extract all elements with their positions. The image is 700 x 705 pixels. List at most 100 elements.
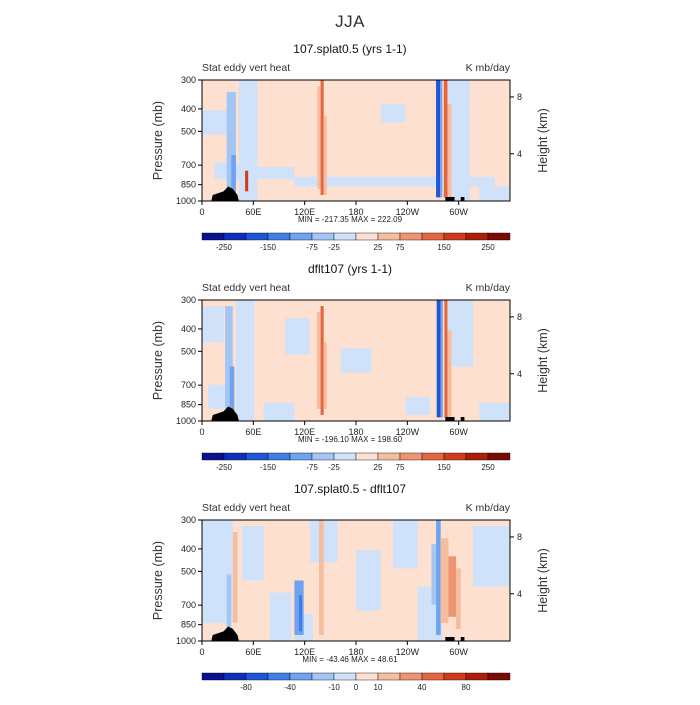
colorbar-box [245,452,269,461]
colorbar-label: -250 [216,243,233,252]
colorbar-box [201,452,225,461]
x-tick-label: 60W [449,207,468,217]
field-patch [444,300,448,418]
field-patch [443,80,448,198]
colorbar-box [377,232,401,241]
colorbar-label: 25 [374,243,383,252]
chart-svg: 107.splat0.5 - dflt107 Stat eddy vert hea… [151,482,550,692]
colorbar-label: -25 [328,243,340,252]
field-patch [447,104,452,198]
field-patch [235,300,255,421]
field-patch [269,592,292,641]
plot-area [202,520,510,641]
field-patch [456,568,461,629]
colorbar [201,232,511,241]
field-patch [320,80,324,195]
colorbar-box [399,672,423,681]
colorbar-label: 150 [437,243,451,252]
field-patch [440,538,449,623]
topography-mask [460,197,465,201]
x-tick-label: 0 [199,207,204,217]
field-patch [392,520,418,569]
colorbar-box [289,232,313,241]
colorbar-label: 250 [481,463,495,472]
y-tick-label: 300 [181,75,196,85]
field-patch [356,550,381,611]
colorbar-label: 250 [481,243,495,252]
colorbar-label: -150 [260,243,277,252]
colorbar-box [443,672,467,681]
variable-label: Stat eddy vert heat [202,62,290,74]
y-tick-label: 700 [181,160,196,170]
field-patch [440,300,443,418]
y-right-tick-label: 4 [517,369,522,379]
colorbar-box [421,452,445,461]
min-max-stats: MIN = -217.35 MAX = 222.09 [298,215,403,224]
colorbar-box [421,672,445,681]
colorbar-label: -25 [328,463,340,472]
field-patch [202,306,224,343]
field-patch [436,80,441,198]
y-right-axis-label: Height (km) [536,548,550,613]
y-tick-label: 400 [181,544,196,554]
topography-mask [460,417,465,421]
y-axis-label: Pressure (mb) [151,101,165,180]
colorbar-label: 10 [374,683,383,692]
colorbar-label: -80 [240,683,252,692]
variable-label: Stat eddy vert heat [202,282,290,294]
panel-splat: 107.splat0.5 (yrs 1-1) Stat eddy vert hea… [0,40,700,265]
colorbar-box [201,672,225,681]
y-right-tick-label: 4 [517,589,522,599]
topography-mask [211,406,239,421]
field-patch [238,80,258,201]
topography-mask [445,197,455,201]
colorbar-box [267,672,291,681]
y-axis-label: Pressure (mb) [151,541,165,620]
colorbar-label: -75 [306,243,318,252]
units-label: K mb/day [466,282,511,294]
x-tick-label: 120W [396,647,420,657]
topography-mask [445,417,455,421]
field-patch [226,574,232,635]
y-tick-label: 1000 [176,636,196,646]
y-right-axis-label: Height (km) [536,328,550,393]
colorbar-box [487,452,511,461]
field-patch [285,318,310,355]
panel-title: 107.splat0.5 (yrs 1-1) [293,42,406,56]
plot-area [202,80,510,201]
panel-difference: 107.splat0.5 - dflt107 Stat eddy vert hea… [0,480,700,705]
field-patch [340,348,372,373]
colorbar-box [267,452,291,461]
field-patch [479,186,510,201]
plot-area [202,300,510,421]
colorbar-box [399,232,423,241]
topography-mask [460,637,465,641]
min-max-stats: MIN = -196.10 MAX = 198.60 [298,435,403,444]
y-tick-label: 500 [181,126,196,136]
y-tick-label: 1000 [176,196,196,206]
colorbar-label: -75 [306,463,318,472]
x-tick-label: 60E [245,647,261,657]
y-tick-label: 1000 [176,416,196,426]
x-tick-label: 120E [294,647,315,657]
colorbar-box [223,672,247,681]
panel-title: dflt107 (yrs 1-1) [308,262,392,276]
y-tick-label: 850 [181,620,196,630]
colorbar-box [289,672,313,681]
field-patch [263,402,295,421]
colorbar-label: 40 [418,683,427,692]
chart-svg: 107.splat0.5 (yrs 1-1)Stat eddy vert hea… [151,42,550,252]
field-patch [225,306,233,415]
field-patch [448,300,474,367]
y-axis-label: Pressure (mb) [151,321,165,400]
x-tick-label: 60W [449,647,468,657]
colorbar [201,452,511,461]
colorbar-label: 25 [374,463,383,472]
field-patch [323,116,327,195]
y-tick-label: 500 [181,566,196,576]
field-patch [320,306,324,415]
colorbar-box [333,452,357,461]
chart-svg: dflt107 (yrs 1-1) Stat eddy vert heat K mb… [151,262,550,472]
colorbar-box [399,452,423,461]
page-title: JJA [335,12,365,31]
